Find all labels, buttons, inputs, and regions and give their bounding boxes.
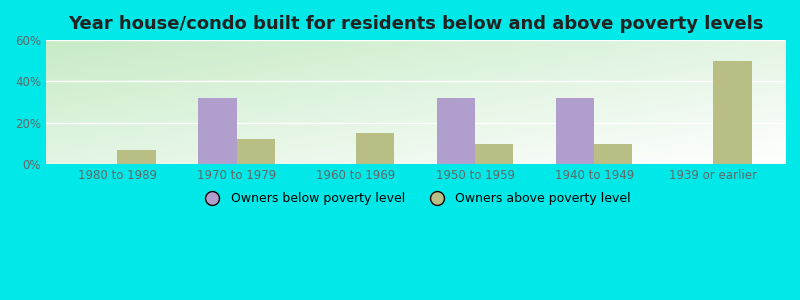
Bar <box>714 61 752 164</box>
Legend: Owners below poverty level, Owners above poverty level: Owners below poverty level, Owners above… <box>195 187 636 210</box>
Bar <box>437 98 475 164</box>
Bar <box>594 143 633 164</box>
Title: Year house/condo built for residents below and above poverty levels: Year house/condo built for residents bel… <box>68 15 763 33</box>
Bar <box>198 98 237 164</box>
Bar <box>475 143 513 164</box>
Bar <box>237 140 274 164</box>
Bar <box>118 150 155 164</box>
Bar <box>356 133 394 164</box>
Bar <box>556 98 594 164</box>
